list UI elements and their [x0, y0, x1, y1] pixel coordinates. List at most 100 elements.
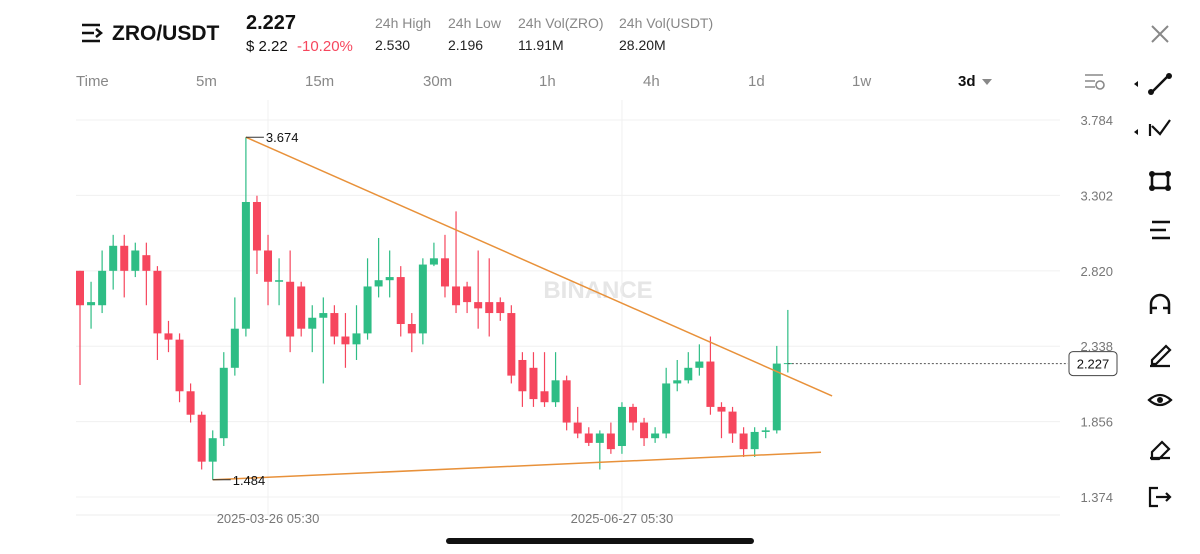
candle-body — [573, 422, 582, 434]
candle-body — [264, 250, 273, 282]
candle-body — [673, 380, 682, 384]
stat-label: 24h Low — [448, 15, 501, 31]
candle-body — [308, 317, 317, 329]
symbol[interactable]: ZRO/USDT — [112, 22, 220, 45]
close-button[interactable] — [1150, 24, 1170, 44]
home-indicator — [446, 538, 754, 544]
tab[interactable]: 4h — [643, 73, 660, 90]
candle-body — [396, 277, 405, 325]
tab-active[interactable]: 3d — [958, 73, 976, 90]
annotation-label: 1.484 — [233, 473, 266, 488]
stat-value: 2.530 — [375, 37, 411, 53]
tab[interactable]: 1w — [852, 73, 872, 90]
candle-body — [507, 313, 516, 376]
candle-body — [640, 422, 649, 439]
candle-body — [651, 433, 660, 439]
x-tick-label: 2025-06-27 05:30 — [571, 511, 674, 526]
candle-body — [153, 270, 162, 334]
candle-body — [186, 391, 195, 415]
candle-body — [595, 433, 604, 443]
settings-icon[interactable] — [1084, 72, 1106, 92]
price-change: -10.20% — [297, 38, 353, 55]
y-tick-label: 2.338 — [1080, 339, 1113, 354]
candle-body — [474, 302, 483, 309]
candle-body — [662, 383, 671, 434]
candle-body — [98, 270, 107, 306]
candle-body — [496, 302, 505, 314]
candle-body — [772, 363, 781, 431]
candle-body — [695, 361, 704, 368]
candle-body — [208, 438, 217, 462]
candle-body — [87, 302, 96, 306]
candle-body — [418, 264, 427, 334]
candle-body — [341, 336, 350, 345]
candle-body — [606, 433, 615, 450]
tab[interactable]: 15m — [305, 73, 335, 90]
candle-body — [319, 313, 328, 318]
trendline — [245, 136, 833, 397]
candle-body — [617, 406, 626, 447]
candle-body — [252, 201, 261, 251]
candle-body — [175, 339, 184, 392]
y-tick-label: 1.374 — [1080, 490, 1113, 505]
candle-body — [452, 286, 461, 306]
candle-body — [197, 414, 206, 462]
price-usd: $ 2.22 — [246, 38, 288, 55]
candle-body — [142, 255, 151, 271]
candle-body — [385, 277, 394, 281]
candle-body — [109, 245, 118, 271]
y-tick-label: 1.856 — [1080, 415, 1113, 430]
tab[interactable]: 1h — [539, 73, 556, 90]
candle-body — [529, 367, 538, 400]
current-price-box — [1068, 351, 1118, 377]
stat-value: 28.20M — [619, 37, 666, 53]
tab[interactable]: 5m — [196, 73, 217, 90]
candle-body — [717, 406, 726, 412]
candle-body — [728, 411, 737, 434]
candle-body — [584, 433, 593, 443]
candle-body — [241, 201, 250, 329]
stat-label: 24h High — [375, 15, 432, 31]
candle-body — [374, 280, 383, 287]
candle-body — [706, 361, 715, 407]
candle-body — [540, 391, 549, 403]
candle-body — [440, 258, 449, 287]
candle-body — [407, 324, 416, 334]
y-tick-label: 3.302 — [1080, 188, 1113, 203]
tab[interactable]: 1d — [748, 73, 765, 90]
candle-body — [551, 380, 560, 403]
candle-body — [164, 333, 173, 340]
watermark: BINANCE — [543, 277, 652, 304]
candle-body — [485, 302, 494, 314]
candle-body — [275, 280, 284, 282]
candle-body — [131, 250, 140, 271]
last-price: 2.227 — [246, 12, 297, 34]
toolbar — [1134, 73, 1173, 508]
candle-body — [363, 286, 372, 334]
candle-body — [761, 430, 770, 432]
chart: BINANCE 1.374 1.856 2.338 2.820 3.302 3.784 20… — [76, 100, 1118, 526]
stat-label: 24h Vol(USDT) — [619, 15, 714, 31]
candle-body — [750, 431, 759, 450]
current-price-label: 2.227 — [1077, 357, 1110, 372]
tab[interactable]: 30m — [423, 73, 453, 90]
tab[interactable]: Time — [76, 73, 109, 90]
candle-body — [230, 328, 239, 368]
candle-body — [330, 313, 339, 337]
menu-icon[interactable] — [80, 22, 104, 44]
candle-body — [352, 333, 361, 345]
dropdown-arrow — [982, 79, 992, 85]
y-tick-label: 3.784 — [1080, 113, 1113, 128]
candle-body — [219, 367, 228, 439]
x-tick-label: 2025-03-26 05:30 — [217, 511, 320, 526]
candle-body — [463, 286, 472, 303]
candle-body — [739, 433, 748, 450]
candle-body — [562, 380, 571, 423]
y-tick-label: 2.820 — [1080, 264, 1113, 279]
candle-body — [76, 270, 84, 306]
stat-value: 11.91M — [518, 37, 564, 53]
candle-body — [120, 245, 129, 271]
annotation-label: 3.674 — [266, 130, 299, 145]
candle-body — [629, 406, 637, 423]
